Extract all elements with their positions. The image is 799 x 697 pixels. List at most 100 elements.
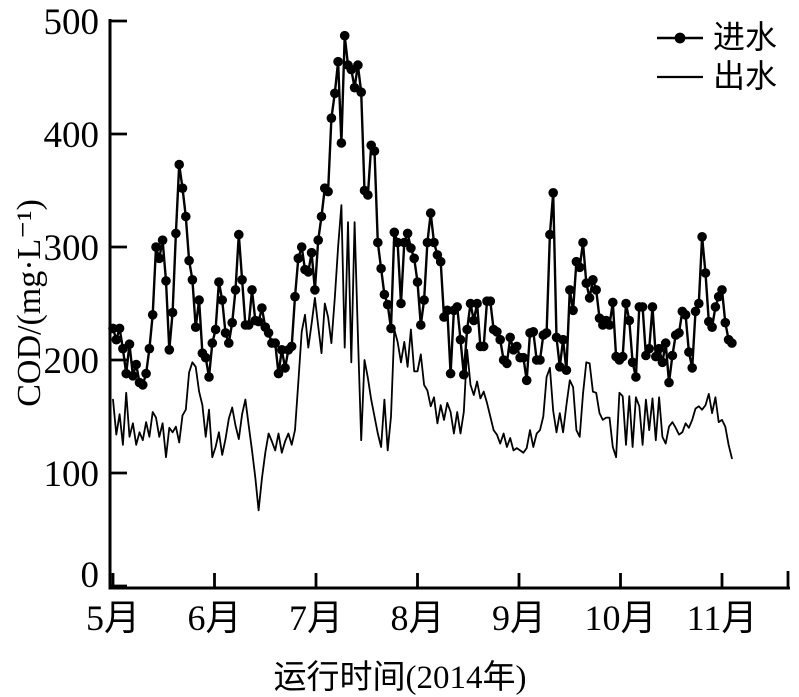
influent-point [336,138,347,148]
y-tick-label: 200 [44,341,100,382]
influent-point [465,298,476,309]
x-tick-label: 10月 [584,598,656,638]
influent-point [157,235,168,245]
y-tick-label: 300 [44,228,100,269]
influent-point [313,235,324,245]
influent-point [141,368,151,379]
influent-line [111,34,734,387]
influent-point [389,227,400,238]
influent-point [429,237,439,248]
influent-point [402,228,413,239]
influent-point [363,190,373,200]
influent-point [339,30,350,41]
influent-point [674,328,684,338]
influent-point [190,322,201,333]
influent-point [124,339,135,350]
influent-point [131,359,141,370]
influent-point [558,334,568,345]
influent-point [234,229,244,240]
influent-point [435,256,446,267]
influent-point [574,262,585,273]
influent-point [492,327,502,337]
influent-point [382,299,393,310]
influent-point [584,293,595,303]
x-tick-label: 9月 [492,598,546,638]
influent-point [181,211,191,222]
influent-point [187,275,198,285]
legend: 进水 出水 [656,18,777,96]
influent-point [177,183,188,193]
influent-point [502,358,512,369]
influent-point [697,232,707,242]
influent-point [280,363,290,373]
influent-point [161,276,171,286]
influent-point [207,338,218,348]
effluent-legend-label: 出水 [713,58,778,94]
influent-point [654,343,664,354]
influent-point [667,350,678,361]
x-tick-label: 5月 [86,598,140,638]
influent-point [680,310,691,320]
influent-point [316,211,327,222]
influent-point [409,253,420,264]
x-axis-title: 运行时间(2014年) [273,660,527,696]
influent-point [561,365,572,376]
effluent-line [112,204,733,512]
influent-point [518,352,529,363]
influent-point [578,237,588,248]
influent-point [472,298,482,309]
influent-point [108,323,118,334]
influent-point [591,285,601,295]
influent-point [326,113,337,123]
influent-point [588,275,598,285]
influent-point [521,375,532,386]
influent-point [253,316,264,327]
y-tick-label: 500 [44,2,100,43]
influent-point [617,351,628,362]
x-tick-label: 11月 [687,598,758,638]
influent-point [333,56,343,67]
influent-point [462,324,472,335]
influent-point [217,295,227,305]
influent-point [687,363,697,373]
influent-point [707,322,717,333]
legend-item-effluent: 出水 [656,57,777,96]
influent-point [323,186,333,197]
influent-point [727,338,737,348]
influent-point [505,332,515,343]
y-axis-title: COD/(mg·L⁻¹) [11,199,48,407]
influent-point [541,328,552,338]
influent-point [528,327,539,337]
influent-point [412,277,423,287]
influent-point [627,357,638,368]
influent-point [164,345,175,355]
influent-point [495,334,506,345]
influent-point [171,228,181,239]
influent-point [376,263,386,274]
influent-point [379,289,390,300]
influent-point [356,87,367,97]
y-tick-label: 0 [81,555,100,596]
influent-point [478,341,489,352]
influent-point [396,298,406,309]
influent-point [694,298,704,309]
influent-point [310,285,320,295]
influent-point [621,298,631,309]
influent-point [442,305,453,316]
influent-point [452,302,463,312]
influent-point [392,237,403,248]
influent-point [111,334,122,345]
influent-point [690,306,701,317]
influent-point [296,242,307,252]
influent-point [154,253,165,264]
influent-point [710,302,721,312]
influent-point [651,351,661,362]
influent-point [445,368,456,379]
influent-point [220,328,231,338]
influent-point [624,315,635,326]
influent-point [147,310,158,320]
influent-point [425,208,436,218]
y-tick-label: 100 [44,454,100,495]
influent-point [647,302,658,312]
